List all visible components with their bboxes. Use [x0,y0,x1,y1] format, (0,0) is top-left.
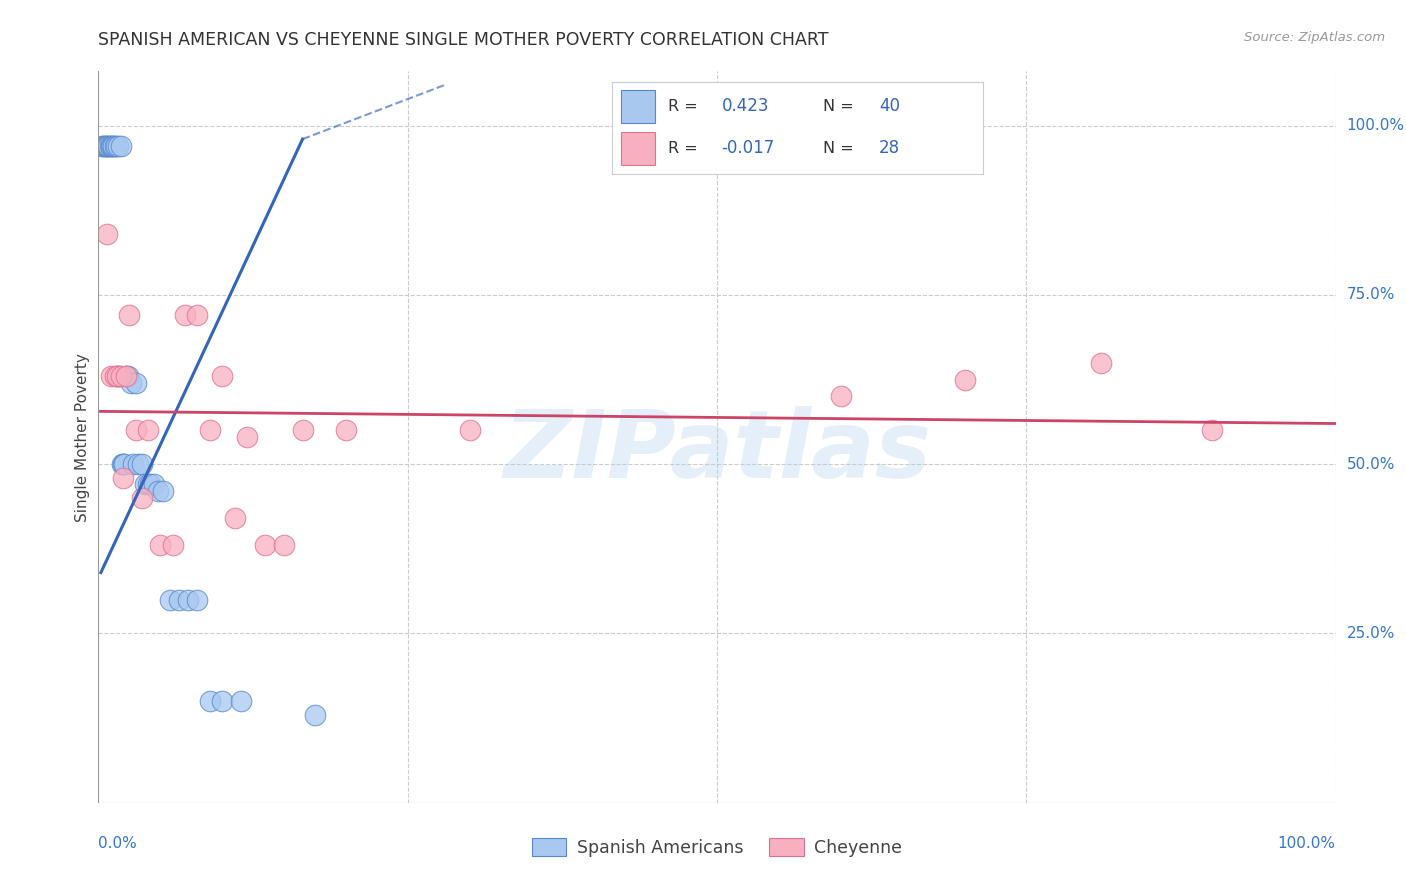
Point [97,139,120,153]
Point [1090,355,1112,369]
Point [146,484,169,499]
Text: 50.0%: 50.0% [1347,457,1395,472]
Text: 100.0%: 100.0% [1347,118,1405,133]
Point [96,227,118,241]
Point [224,511,246,525]
Point [124,376,146,390]
Point [167,592,190,607]
Point [1201,423,1223,437]
Point [96,139,118,153]
Point [122,457,145,471]
Point [131,491,153,505]
Point [98,139,121,153]
Text: Source: ZipAtlas.com: Source: ZipAtlas.com [1244,31,1385,45]
Point [186,592,208,607]
Point [103,369,125,384]
Point [198,423,221,437]
Point [117,369,139,384]
Point [211,369,233,384]
Point [198,694,221,708]
Point [114,369,136,384]
Point [93,139,115,153]
Text: ZIPatlas: ZIPatlas [503,406,931,498]
Legend: Spanish Americans, Cheyenne: Spanish Americans, Cheyenne [524,831,910,863]
Point [291,423,314,437]
Point [953,372,976,386]
Point [229,694,252,708]
Text: 75.0%: 75.0% [1347,287,1395,302]
Point [127,457,149,471]
Point [131,457,153,471]
Point [110,369,132,384]
Point [139,477,162,491]
Point [110,139,132,153]
Point [112,457,135,471]
Point [174,308,197,322]
Point [103,139,125,153]
Text: SPANISH AMERICAN VS CHEYENNE SINGLE MOTHER POVERTY CORRELATION CHART: SPANISH AMERICAN VS CHEYENNE SINGLE MOTH… [98,31,830,49]
Point [830,389,852,403]
Point [107,139,129,153]
Point [143,477,166,491]
Point [211,694,233,708]
Point [458,423,481,437]
Text: 25.0%: 25.0% [1347,626,1395,641]
Point [124,423,146,437]
Point [101,139,124,153]
Text: 100.0%: 100.0% [1278,836,1336,851]
Point [136,423,159,437]
Point [236,430,259,444]
Point [254,538,277,552]
Point [105,369,128,384]
Point [100,369,122,384]
Point [162,538,184,552]
Point [100,139,122,153]
Point [94,139,117,153]
Point [304,707,326,722]
Point [103,139,125,153]
Point [273,538,295,552]
Point [112,457,135,471]
Point [335,423,357,437]
Point [93,139,115,153]
Text: 0.0%: 0.0% [98,836,138,851]
Point [134,477,156,491]
Point [114,369,136,384]
Point [176,592,198,607]
Point [186,308,208,322]
Point [91,139,114,153]
Point [149,538,172,552]
Point [112,471,135,485]
Point [111,457,134,471]
Point [136,477,159,491]
Point [120,376,142,390]
Point [104,139,127,153]
Point [159,592,181,607]
Y-axis label: Single Mother Poverty: Single Mother Poverty [75,352,90,522]
Point [108,369,131,384]
Point [152,484,174,499]
Point [105,369,128,384]
Point [118,308,141,322]
